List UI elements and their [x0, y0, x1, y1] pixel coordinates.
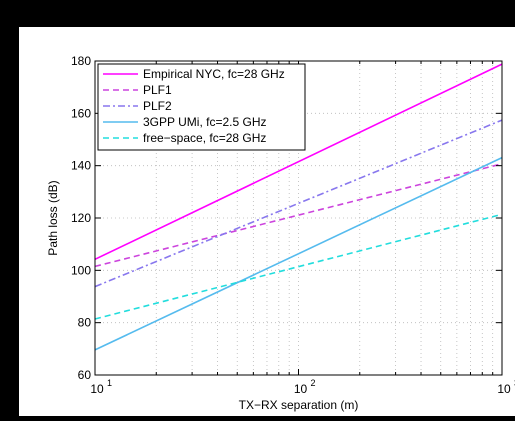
legend-label-2: PLF1 [143, 83, 172, 97]
legend-label-1: Empirical NYC, fc=28 GHz [143, 67, 285, 81]
y-tick-label: 60 [78, 368, 92, 382]
y-tick-label: 100 [71, 263, 91, 277]
x-tick-label: 10 1 [90, 378, 112, 396]
series-lines [94, 63, 503, 351]
path-loss-chart: 6080100120140160180101102103 Empirical N… [46, 54, 515, 412]
tick-labels: 6080100120140160180101102103 [71, 54, 515, 396]
legend: Empirical NYC, fc=28 GHz PLF1 PLF2 3GPP UMi… [97, 63, 306, 151]
y-axis-label: Path loss (dB) [46, 180, 60, 255]
tick-marks [94, 60, 503, 376]
y-tick-label: 180 [71, 54, 91, 68]
y-tick-label: 160 [71, 106, 91, 120]
x-tick-label: 103 [497, 378, 515, 396]
legend-label-4: 3GPP UMi, fc=2.5 GHz [143, 115, 267, 129]
legend-box [97, 63, 306, 151]
legend-label-3: PLF2 [143, 99, 172, 113]
y-tick-label: 140 [71, 159, 91, 173]
series-line-1 [94, 63, 503, 261]
x-tick-label-exponent: 2 [311, 378, 316, 388]
series-line-3 [94, 119, 503, 288]
legend-label-5: free−space, fc=28 GHz [143, 131, 266, 145]
figure-frame: 6080100120140160180101102103 Empirical N… [19, 27, 515, 416]
y-tick-label: 120 [71, 211, 91, 225]
x-tick-label: 10 2 [294, 378, 316, 396]
x-axis-label: TX−RX separation (m) [239, 398, 359, 412]
x-tick-label-base: 10 [90, 382, 104, 396]
x-tick-label-base: 10 [294, 382, 308, 396]
series-line-2 [94, 163, 503, 268]
series-line-5 [94, 213, 503, 320]
x-tick-label-exponent: 1 [107, 378, 112, 388]
series-line-4 [94, 156, 503, 351]
y-tick-label: 80 [78, 316, 92, 330]
x-tick-label-base: 10 [497, 382, 511, 396]
